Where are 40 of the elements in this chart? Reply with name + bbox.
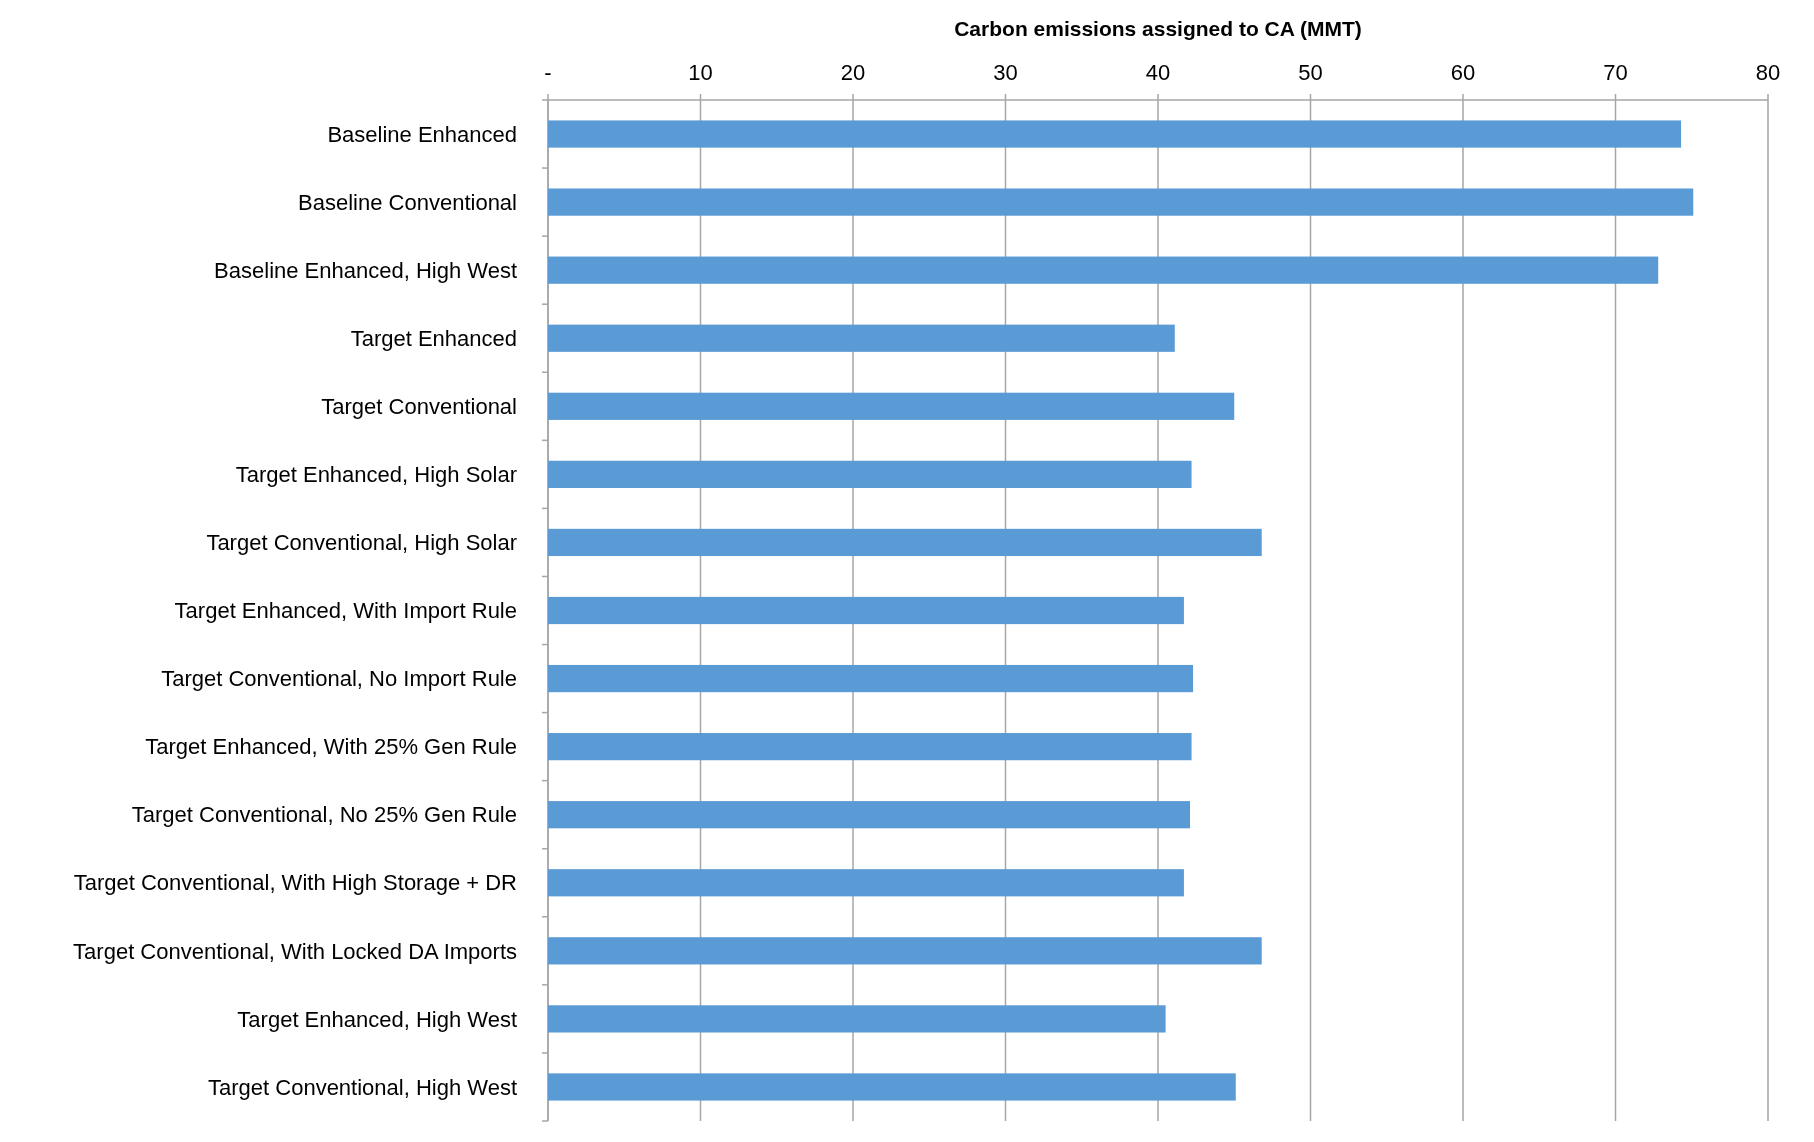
x-tick-label: 70 xyxy=(1603,60,1628,85)
y-tick-label: Target Enhanced, High Solar xyxy=(235,462,517,488)
y-tick-label: Baseline Enhanced, High West xyxy=(214,257,517,283)
bar xyxy=(548,256,1659,284)
bar xyxy=(548,528,1262,557)
x-tick-label: 60 xyxy=(1450,60,1476,85)
y-tick-label: Baseline Conventional xyxy=(298,189,517,215)
x-tick-label: 30 xyxy=(993,60,1018,85)
bar xyxy=(548,801,1191,829)
bar xyxy=(548,392,1235,420)
y-tick-label: Target Conventional, High West xyxy=(208,1074,517,1100)
y-tick-label: Target Enhanced xyxy=(350,325,517,351)
bar xyxy=(548,1073,1236,1101)
bar xyxy=(548,869,1184,897)
bar xyxy=(548,937,1262,965)
bar xyxy=(548,664,1194,693)
y-tick-label: Target Enhanced, High West xyxy=(237,1006,517,1032)
bar xyxy=(548,188,1694,216)
x-tick-label: 80 xyxy=(1755,60,1781,85)
bar xyxy=(548,120,1682,148)
x-tick-label: 10 xyxy=(688,60,713,85)
y-tick-label: Target Enhanced, With Import Rule xyxy=(174,598,517,624)
bar xyxy=(548,1005,1166,1033)
y-tick-label: Target Conventional, With Locked DA Imports xyxy=(73,938,517,964)
y-tick-label: Target Conventional, With High Storage + DR xyxy=(73,870,517,896)
y-tick-label: Baseline Enhanced xyxy=(327,121,517,147)
y-tick-label: Target Conventional xyxy=(321,394,517,419)
bar xyxy=(548,324,1175,352)
y-tick-label: Target Conventional, High Solar xyxy=(206,530,517,556)
x-tick-label: 40 xyxy=(1145,60,1171,85)
y-tick-label: Target Enhanced, With 25% Gen Rule xyxy=(145,734,517,760)
x-tick-label: - xyxy=(544,60,552,85)
bar xyxy=(548,733,1192,761)
bar xyxy=(548,596,1184,625)
x-axis-title: Carbon emissions assigned to CA (MMT) xyxy=(954,17,1362,40)
y-tick-label: Target Conventional, No 25% Gen Rule xyxy=(131,802,517,828)
x-tick-label: 20 xyxy=(840,60,866,85)
y-tick-label: Target Conventional, No Import Rule xyxy=(161,666,517,692)
x-tick-label: 50 xyxy=(1298,60,1323,85)
bar xyxy=(548,460,1192,488)
